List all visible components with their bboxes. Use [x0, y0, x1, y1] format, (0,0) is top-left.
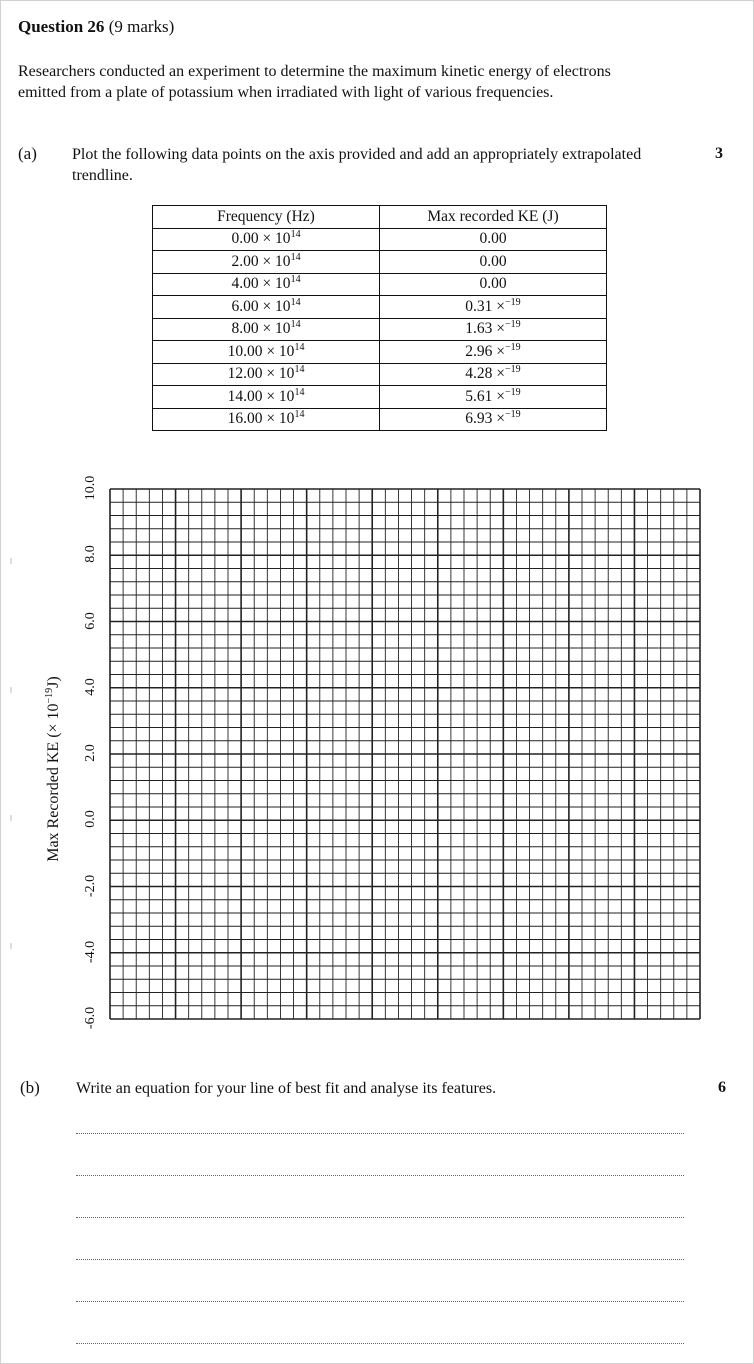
header-ke: Max recorded KE (J)	[379, 205, 607, 229]
table-row: 16.00 × 1014 6.93 ×−19	[152, 407, 607, 431]
frequency-exponent: 14	[294, 341, 305, 353]
cell-ke: 6.93 ×−19	[379, 407, 607, 431]
margin-mark	[10, 943, 12, 949]
table-body: 0.00 × 1014 0.00 2.00 × 1014 0.00 4.00 × 101…	[152, 227, 607, 431]
header-frequency: Frequency (Hz)	[152, 205, 380, 229]
frequency-exponent: 14	[290, 319, 301, 331]
y-axis-label: Max Recorded KE (× 10−19J)	[44, 639, 63, 899]
question-marks: (9 marks)	[108, 17, 175, 36]
cell-ke: 0.00	[379, 250, 607, 274]
table-row: 2.00 × 1014 0.00	[152, 250, 607, 274]
y-tick-label: -6.0	[83, 1006, 98, 1030]
cell-frequency: 8.00 × 1014	[152, 317, 380, 341]
part-a-marks: 3	[715, 145, 723, 162]
frequency-value: 8.00 × 10	[231, 320, 291, 338]
ke-value: 0.00	[479, 275, 507, 293]
answer-line[interactable]	[76, 1133, 684, 1134]
answer-line[interactable]	[76, 1217, 684, 1218]
y-tick-label: 2.0	[83, 744, 98, 762]
frequency-exponent: 14	[290, 229, 301, 241]
y-axis-label-exp: −19	[44, 687, 55, 704]
ke-exponent: −19	[505, 386, 521, 398]
ke-value: 4.28 ×	[465, 365, 506, 383]
ke-value: 2.96 ×	[465, 342, 506, 360]
data-table: Frequency (Hz) Max recorded KE (J) 0.00 …	[152, 205, 607, 431]
cell-ke: 1.63 ×−19	[379, 317, 607, 341]
frequency-value: 10.00 × 10	[227, 342, 295, 360]
ke-value: 0.00	[479, 252, 507, 270]
frequency-value: 2.00 × 10	[231, 252, 291, 270]
question-heading: Question 26 (9 marks)	[18, 17, 174, 37]
frequency-exponent: 14	[290, 251, 301, 263]
frequency-value: 0.00 × 10	[231, 230, 291, 248]
graph-paper-grid	[109, 488, 701, 1020]
frequency-exponent: 14	[290, 296, 301, 308]
cell-frequency: 2.00 × 1014	[152, 250, 380, 274]
ke-value: 0.00	[479, 230, 507, 248]
ke-value: 5.61 ×	[465, 387, 506, 405]
y-tick-label: 0.0	[83, 810, 98, 829]
ke-exponent: −19	[505, 296, 521, 308]
y-axis-label-end: J)	[45, 676, 62, 688]
ke-value: 6.93 ×	[465, 410, 506, 428]
y-tick-label: 8.0	[83, 545, 98, 564]
y-tick-label: 4.0	[83, 678, 98, 696]
y-tick-label: 10.0	[83, 475, 98, 501]
frequency-exponent: 14	[294, 364, 305, 376]
table-row: 12.00 × 1014 4.28 ×−19	[152, 362, 607, 386]
table-row: 14.00 × 1014 5.61 ×−19	[152, 385, 607, 409]
cell-frequency: 16.00 × 1014	[152, 407, 380, 431]
cell-frequency: 0.00 × 1014	[152, 227, 380, 251]
margin-mark	[10, 687, 12, 693]
frequency-exponent: 14	[290, 274, 301, 286]
table-row: 8.00 × 1014 1.63 ×−19	[152, 317, 607, 341]
y-tick-label: -4.0	[83, 940, 98, 963]
answer-line[interactable]	[76, 1301, 684, 1302]
margin-mark	[10, 815, 12, 821]
y-tick-label: 6.0	[83, 611, 98, 630]
table-row: 0.00 × 1014 0.00	[152, 227, 607, 251]
answer-line[interactable]	[76, 1259, 684, 1260]
table-row: 10.00 × 1014 2.96 ×−19	[152, 340, 607, 364]
cell-ke: 2.96 ×−19	[379, 340, 607, 364]
frequency-exponent: 14	[294, 386, 305, 398]
frequency-exponent: 14	[294, 409, 305, 421]
margin-mark	[10, 558, 12, 564]
answer-line[interactable]	[76, 1343, 684, 1344]
ke-value: 1.63 ×	[465, 320, 506, 338]
frequency-value: 12.00 × 10	[227, 365, 295, 383]
ke-exponent: −19	[505, 341, 521, 353]
part-b-label: (b)	[20, 1078, 40, 1097]
part-a-text: Plot the following data points on the ax…	[72, 146, 642, 184]
frequency-value: 16.00 × 10	[227, 410, 295, 428]
answer-line[interactable]	[76, 1175, 684, 1176]
cell-ke: 0.00	[379, 272, 607, 296]
cell-frequency: 10.00 × 1014	[152, 340, 380, 364]
cell-ke: 5.61 ×−19	[379, 385, 607, 409]
cell-frequency: 4.00 × 1014	[152, 272, 380, 296]
frequency-value: 4.00 × 10	[231, 275, 291, 293]
y-tick-label: -2.0	[83, 874, 98, 897]
cell-ke: 0.00	[379, 227, 607, 251]
table-header-row: Frequency (Hz) Max recorded KE (J)	[152, 205, 607, 229]
part-a-label: (a)	[18, 144, 37, 163]
frequency-value: 6.00 × 10	[231, 297, 291, 315]
cell-ke: 4.28 ×−19	[379, 362, 607, 386]
frequency-value: 14.00 × 10	[227, 387, 295, 405]
cell-frequency: 14.00 × 1014	[152, 385, 380, 409]
table-row: 6.00 × 1014 0.31 ×−19	[152, 295, 607, 319]
cell-frequency: 12.00 × 1014	[152, 362, 380, 386]
question-number: Question 26	[18, 17, 105, 36]
ke-exponent: −19	[505, 364, 521, 376]
part-b-text: Write an equation for your line of best …	[76, 1080, 497, 1097]
cell-frequency: 6.00 × 1014	[152, 295, 380, 319]
ke-value: 0.31 ×	[465, 297, 506, 315]
y-axis-label-main: Max Recorded KE (× 10	[45, 703, 62, 862]
table-row: 4.00 × 1014 0.00	[152, 272, 607, 296]
part-b-marks: 6	[718, 1079, 726, 1096]
cell-ke: 0.31 ×−19	[379, 295, 607, 319]
ke-exponent: −19	[505, 319, 521, 331]
question-intro: Researchers conducted an experiment to d…	[18, 63, 611, 101]
ke-exponent: −19	[505, 409, 521, 421]
